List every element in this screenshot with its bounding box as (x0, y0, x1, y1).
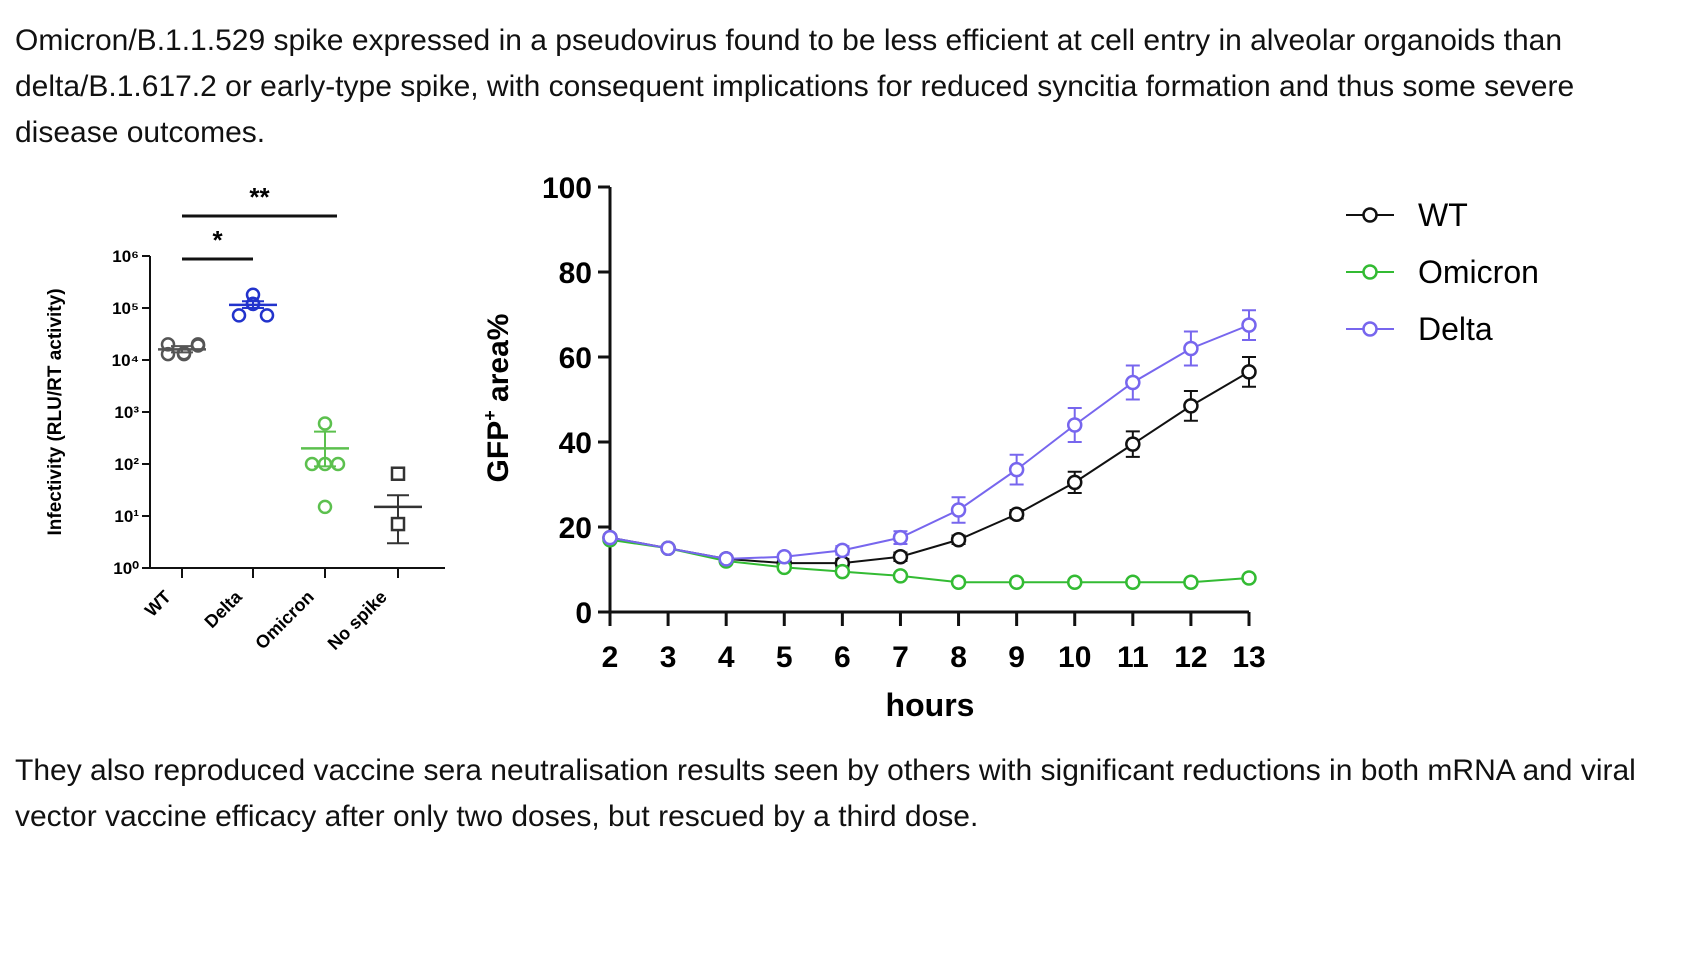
data-point (390, 466, 406, 481)
data-point (1241, 364, 1257, 380)
legend-label: WT (1418, 197, 1468, 233)
data-point (245, 287, 261, 302)
x-tick-label-right: 6 (834, 641, 851, 674)
y-tick-label-right: 80 (559, 257, 592, 290)
y-tick-label-left: 10⁰ (113, 559, 139, 578)
y-tick-label-left: 10² (114, 455, 139, 474)
data-point (1125, 436, 1141, 452)
x-tick-label-left: No spike (324, 587, 391, 654)
x-tick-label-right: 2 (602, 641, 619, 674)
x-tick-label-right: 8 (950, 641, 967, 674)
x-tick-label-left: Delta (201, 586, 247, 632)
data-point (892, 568, 909, 584)
data-point (718, 551, 734, 567)
data-point (892, 549, 909, 565)
y-axis-label-gfp: GFP+ area% (480, 314, 515, 483)
y-tick-label-left: 10⁵ (112, 299, 139, 318)
data-point (834, 563, 851, 580)
series-lines (602, 309, 1257, 590)
legend-marker (1362, 264, 1378, 280)
x-tick-label-right: 13 (1232, 641, 1265, 674)
data-point (317, 499, 333, 515)
series-delta (602, 309, 1257, 567)
data-point (259, 308, 275, 323)
data-point (330, 456, 346, 472)
significance-brackets: *** (182, 182, 337, 261)
gfp-line-chart: GFP+ area% hours 0 20 40 60 80 100 2 3 4 5 6 7 8 9 10 1… (480, 172, 1539, 723)
data-point (1125, 374, 1141, 391)
data-point (1125, 574, 1141, 590)
x-axis-ticks-left: WT Delta Omicron No spike (141, 568, 399, 654)
data-point (950, 502, 967, 518)
series-line (609, 324, 1250, 560)
data-point (160, 337, 176, 352)
data-point (1008, 461, 1025, 478)
data-point (1183, 574, 1199, 590)
legend: WT Omicron Delta (1346, 197, 1539, 347)
data-point (892, 529, 909, 546)
data-point (317, 416, 333, 431)
series-omicron (602, 532, 1257, 590)
outro-paragraph: They also reproduced vaccine sera neutra… (15, 754, 1636, 833)
intro-paragraph: Omicron/B.1.1.529 spike expressed in a p… (15, 24, 1575, 149)
data-point (1066, 474, 1083, 491)
y-tick-label-left: 10⁶ (112, 247, 139, 266)
x-tick-label-right: 12 (1174, 641, 1207, 674)
series-wt (602, 356, 1257, 571)
y-axis-ticks-left: 10⁰ 10¹ 10² 10³ 10⁴ 10⁵ 10⁶ (112, 247, 445, 578)
x-tick-label-right: 11 (1117, 641, 1149, 674)
x-tick-label-right: 10 (1058, 641, 1091, 674)
y-axis-label-infectivity: Infectivity (RLU/RT activity) (45, 288, 66, 535)
series-line (609, 538, 1250, 584)
data-point (602, 529, 618, 546)
y-tick-label-right: 60 (559, 342, 592, 375)
y-tick-label-right: 100 (542, 172, 592, 205)
x-tick-label-right: 3 (660, 641, 677, 674)
significance-label: ** (249, 182, 270, 212)
data-point (1183, 398, 1199, 414)
data-point (190, 338, 206, 353)
legend-marker (1362, 321, 1378, 337)
y-tick-label-left: 10¹ (114, 507, 139, 526)
y-tick-label-right: 0 (575, 597, 592, 630)
data-point (660, 540, 676, 556)
data-point (160, 346, 176, 362)
legend-marker (1362, 207, 1378, 223)
data-point (1241, 317, 1257, 333)
data-point (390, 516, 406, 532)
x-tick-label-right: 9 (1008, 641, 1025, 674)
y-tick-label-right: 40 (559, 427, 592, 460)
x-axis-label-hours: hours (886, 687, 975, 723)
x-tick-label-right: 5 (776, 641, 793, 674)
infectivity-scatter-chart: Infectivity (RLU/RT activity) 10⁰10¹10²1… (45, 182, 445, 654)
data-point (776, 549, 793, 565)
data-point (950, 532, 967, 548)
x-tick-label-right: 7 (892, 641, 909, 674)
data-point (1183, 340, 1199, 357)
legend-label: Delta (1418, 311, 1493, 347)
x-tick-label-left: WT (141, 587, 175, 621)
x-tick-label-right: 4 (718, 641, 735, 674)
data-point (176, 346, 192, 362)
axes-right: 0 20 40 60 80 100 2 3 4 5 6 7 8 9 10 11 12 13 (542, 172, 1266, 674)
series-line (609, 371, 1250, 565)
data-point (304, 456, 320, 472)
data-point (245, 296, 261, 312)
y-tick-label-right: 20 (559, 512, 592, 545)
data-point (950, 574, 967, 590)
data-point (1241, 570, 1257, 586)
x-tick-label-left: Omicron (251, 587, 317, 653)
legend-label: Omicron (1418, 254, 1539, 290)
significance-label: * (212, 225, 223, 255)
y-tick-label-left: 10⁴ (112, 351, 139, 370)
y-tick-label-left: 10³ (114, 403, 139, 422)
data-point (1066, 574, 1083, 590)
data-point (1008, 574, 1025, 590)
scatter-marks (158, 287, 422, 545)
data-point (231, 308, 247, 323)
data-point (1008, 506, 1025, 522)
data-point (1066, 417, 1083, 433)
data-point (834, 542, 851, 559)
